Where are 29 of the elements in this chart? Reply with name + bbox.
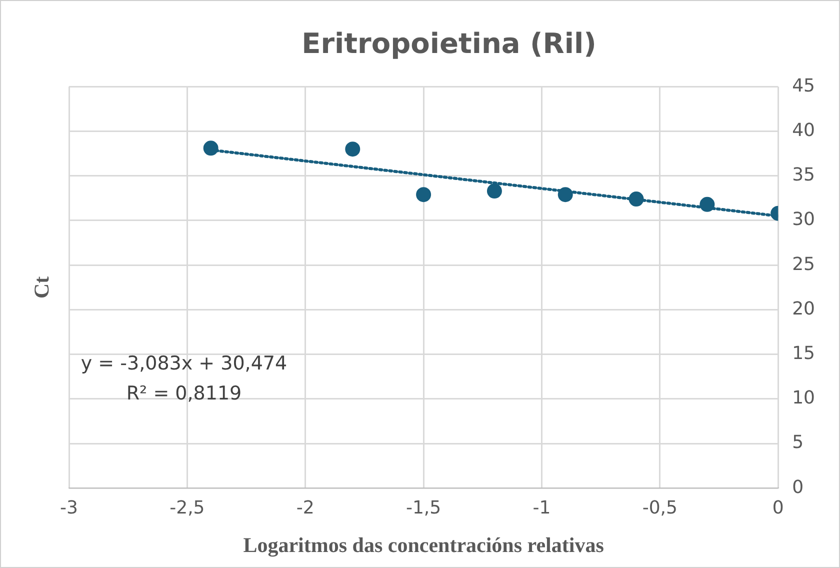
annotation: y = -3,083x + 30,474 [80, 352, 288, 375]
x-axis-title: Logaritmos das concentracións relativas [243, 532, 604, 557]
y-tick-label: 15 [792, 343, 815, 364]
y-tick-label: 10 [792, 388, 815, 409]
y-tick-label: 35 [792, 164, 815, 186]
y-axis-title: Ct [29, 276, 54, 298]
y-tick-label: 5 [792, 432, 804, 454]
y-tick-label: 45 [792, 75, 815, 96]
point [558, 187, 573, 202]
y-tick-label: 40 [792, 120, 815, 141]
x-tick-label: -1 [532, 498, 551, 519]
point [700, 196, 715, 212]
x-tick-label: -2 [296, 498, 314, 519]
x-tick-label: -1,5 [406, 498, 442, 519]
x-tick-label: -2,5 [170, 498, 205, 519]
point [628, 192, 644, 207]
y-tick-label: 25 [792, 254, 815, 275]
y-tick-label: 0 [792, 476, 804, 498]
x-tick-label: 0 [772, 498, 784, 519]
x-tick-label: -0,5 [642, 498, 678, 519]
point [486, 184, 502, 199]
y-tick-label: 30 [792, 209, 815, 230]
y-tick-label: 20 [792, 298, 815, 320]
point [203, 140, 218, 156]
x-tick-label: -3 [60, 498, 78, 519]
point [416, 187, 432, 202]
point [345, 142, 360, 157]
chart-title: Eritropoietina (Ril) [302, 27, 596, 60]
annotation: R² = 0,8119 [126, 382, 242, 405]
